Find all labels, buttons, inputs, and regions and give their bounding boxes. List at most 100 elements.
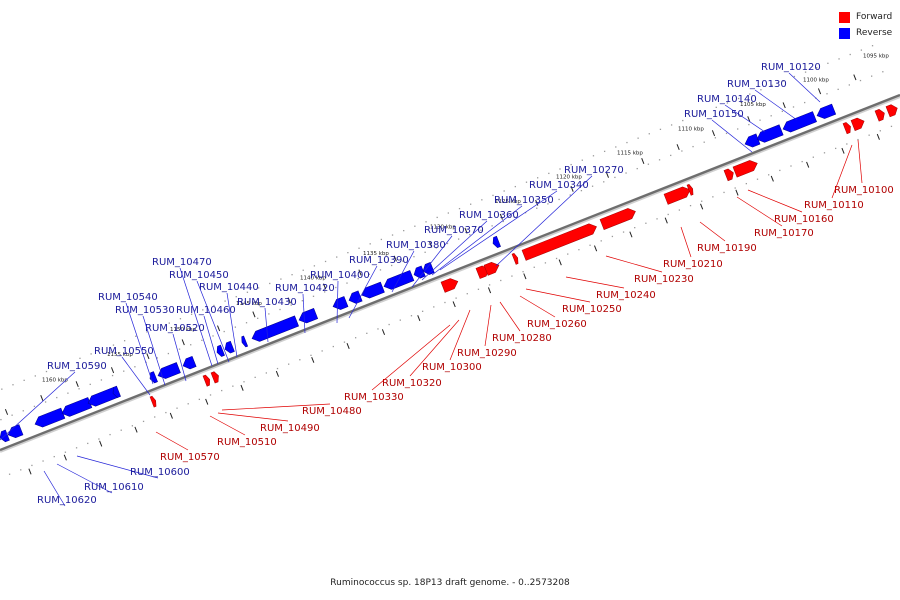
- reverse-gene-arrow-shape: [61, 397, 93, 417]
- axis-tick: [181, 339, 185, 346]
- reverse-dotted-guide: [402, 260, 404, 262]
- reverse-dotted-guide: [804, 71, 807, 73]
- reverse-dotted-guide: [101, 348, 103, 351]
- gene-label-rum-10260: RUM_10260: [527, 319, 587, 330]
- reverse-dotted-guide: [56, 366, 59, 368]
- reverse-dotted-guide: [33, 405, 36, 408]
- reverse-dotted-guide: [827, 62, 829, 64]
- forward-dotted-guide: [410, 315, 413, 317]
- forward-dotted-guide: [890, 125, 893, 128]
- forward-gene-arrow-shape: [732, 160, 758, 178]
- reverse-dotted-guide: [257, 317, 259, 319]
- forward-dotted-guide: [857, 138, 859, 141]
- axis-tick: [275, 370, 279, 377]
- reverse-dotted-guide: [22, 410, 24, 412]
- legend-reverse-label: Reverse: [856, 28, 893, 38]
- axis-tick: [782, 102, 786, 109]
- forward-gene-arrow: [202, 374, 210, 387]
- reverse-swatch: [839, 27, 850, 39]
- forward-dotted-guide: [433, 306, 435, 308]
- kbp-tick-label: 1140 kbp: [300, 276, 326, 282]
- reverse-dotted-guide: [659, 128, 662, 131]
- reverse-gene-arrow-shape: [0, 429, 10, 443]
- forward-gene-arrow: [483, 261, 500, 276]
- axis-tick: [841, 147, 845, 154]
- reverse-dotted-guide: [726, 102, 729, 104]
- reverse-dotted-guide: [447, 212, 449, 214]
- reverse-dotted-guide: [202, 309, 204, 311]
- gene-leader-line: [747, 189, 803, 213]
- forward-dotted-guide: [142, 420, 145, 423]
- reverse-dotted-guide: [167, 352, 170, 355]
- forward-gene-arrow-shape: [723, 168, 734, 182]
- reverse-dotted-guide: [346, 282, 348, 284]
- reverse-gene-arrow: [361, 281, 385, 299]
- reverse-dotted-guide: [793, 75, 796, 78]
- reverse-dotted-guide: [670, 154, 672, 157]
- gene-leader-line: [56, 463, 113, 494]
- legend: Forward Reverse: [839, 9, 899, 41]
- forward-dotted-guide: [399, 319, 401, 321]
- forward-dotted-guide: [176, 407, 178, 409]
- forward-dotted-guide: [712, 196, 714, 198]
- axis-tick: [464, 227, 468, 234]
- reverse-gene-arrow-shape: [251, 315, 299, 342]
- reverse-dotted-guide: [859, 79, 862, 82]
- gene-leader-line: [754, 89, 798, 121]
- gene-leader-line: [172, 333, 187, 382]
- axis-tick: [570, 185, 574, 192]
- forward-gene-arrow: [885, 104, 898, 118]
- reverse-dotted-guide: [647, 163, 650, 165]
- forward-dotted-guide: [768, 174, 770, 176]
- axis-tick: [853, 74, 857, 81]
- gene-label-rum-10480: RUM_10480: [302, 406, 362, 417]
- forward-dotted-guide: [634, 227, 636, 229]
- reverse-dotted-guide: [347, 252, 349, 254]
- reverse-dotted-guide: [470, 203, 472, 205]
- reverse-dotted-guide: [580, 189, 583, 192]
- reverse-dotted-guide: [725, 132, 728, 135]
- reverse-dotted-guide: [112, 344, 115, 346]
- gene-label-rum-10330: RUM_10330: [344, 392, 404, 403]
- reverse-dotted-guide: [11, 414, 13, 416]
- gene-leader-line: [142, 315, 166, 386]
- forward-dotted-guide: [533, 266, 535, 268]
- reverse-gene-arrow-shape: [157, 362, 181, 379]
- gene-leader-line: [209, 415, 246, 436]
- forward-dotted-guide: [98, 438, 100, 440]
- axis-tick: [169, 412, 173, 419]
- reverse-dotted-guide: [34, 375, 36, 377]
- reverse-dotted-guide: [536, 207, 538, 209]
- forward-gene-arrow-shape: [210, 371, 219, 384]
- reverse-dotted-guide: [782, 80, 784, 82]
- reverse-dotted-guide: [156, 357, 158, 359]
- reverse-gene-arrow: [157, 362, 181, 379]
- axis-tick: [110, 367, 115, 374]
- forward-dotted-guide: [20, 469, 22, 471]
- gene-leader-line: [121, 356, 151, 396]
- reverse-dotted-guide: [269, 282, 271, 285]
- gene-label-rum-10250: RUM_10250: [562, 304, 622, 315]
- reverse-dotted-guide: [749, 93, 751, 95]
- legend-forward-label: Forward: [856, 12, 893, 22]
- forward-dotted-guide: [276, 367, 279, 370]
- axis-tick: [40, 395, 44, 401]
- reverse-dotted-guide: [569, 194, 571, 196]
- forward-dotted-guide: [466, 293, 468, 295]
- forward-dotted-guide: [377, 328, 379, 330]
- gene-label-rum-10550: RUM_10550: [94, 346, 154, 357]
- axis-tick: [429, 241, 433, 248]
- gene-label-rum-10230: RUM_10230: [634, 274, 694, 285]
- reverse-dotted-guide: [290, 304, 292, 306]
- gene-leader-line: [495, 175, 593, 267]
- reverse-dotted-guide: [312, 295, 315, 297]
- axis-tick: [99, 440, 103, 447]
- reverse-dotted-guide: [514, 185, 516, 188]
- gene-leader-line: [724, 104, 766, 133]
- gene-label-rum-10540: RUM_10540: [98, 292, 158, 303]
- reverse-dotted-guide: [759, 119, 761, 121]
- reverse-dotted-guide: [190, 313, 193, 315]
- gene-label-rum-10120: RUM_10120: [761, 62, 821, 73]
- reverse-dotted-guide: [816, 67, 818, 69]
- axis-tick: [523, 273, 527, 280]
